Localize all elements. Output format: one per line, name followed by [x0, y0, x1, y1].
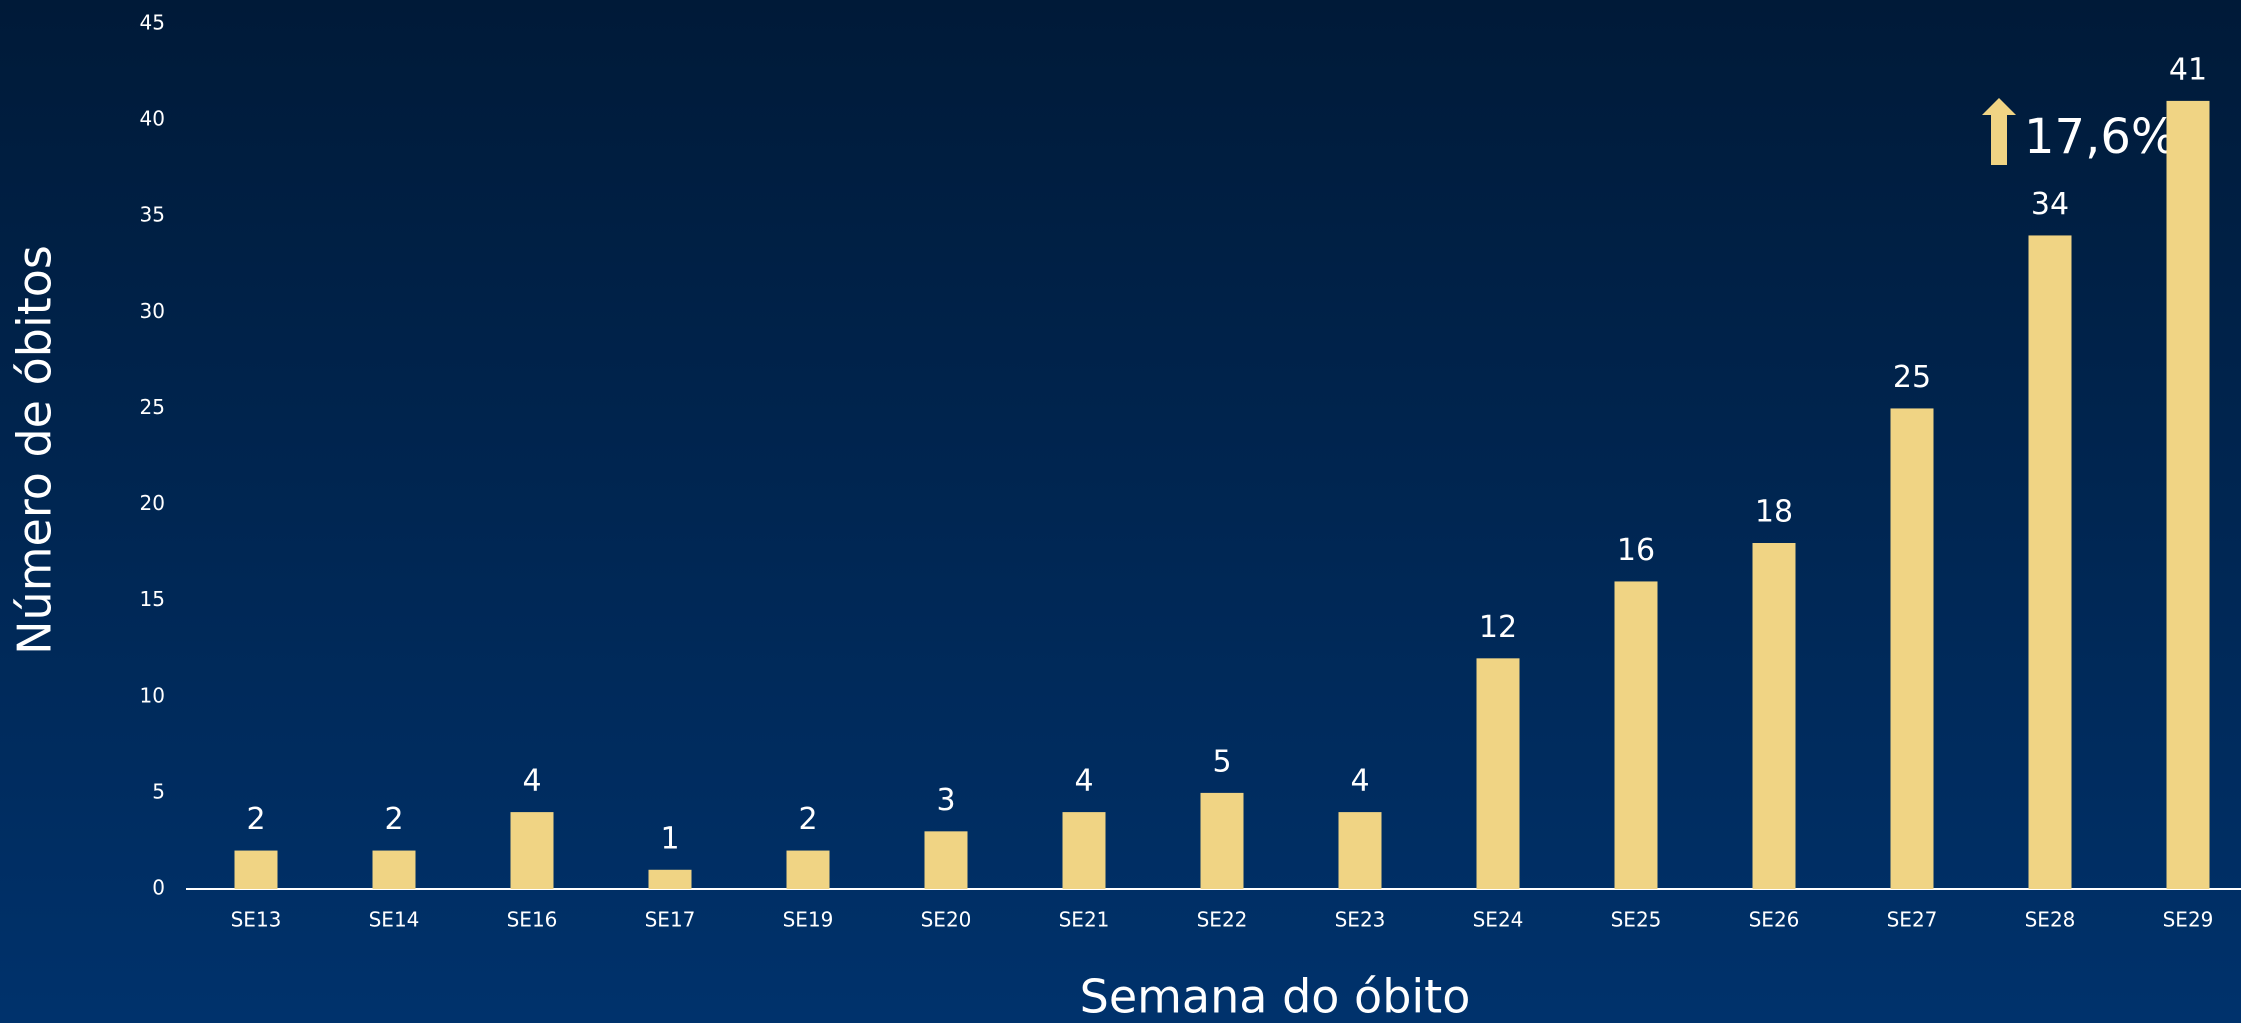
bar — [1338, 812, 1382, 889]
bar — [372, 850, 416, 889]
annotation: 17,6% — [2024, 109, 2176, 165]
x-tick-label: SE26 — [1749, 908, 1800, 932]
x-tick-label: SE17 — [645, 908, 696, 932]
x-tick-label: SE29 — [2163, 908, 2214, 932]
value-label: 1 — [660, 821, 679, 856]
value-label: 5 — [1212, 744, 1231, 779]
y-tick-label: 40 — [140, 107, 165, 131]
value-label: 34 — [2031, 187, 2069, 222]
bar — [1200, 792, 1244, 889]
bar — [924, 831, 968, 889]
x-tick-label: SE20 — [921, 908, 972, 932]
bar — [1752, 543, 1796, 889]
x-tick-label: SE23 — [1335, 908, 1386, 932]
y-tick-label: 5 — [152, 779, 165, 803]
value-label: 3 — [936, 783, 955, 818]
value-label: 2 — [384, 802, 403, 837]
x-tick-label: SE13 — [231, 908, 282, 932]
value-label: 4 — [1350, 764, 1369, 799]
x-tick-label: SE16 — [507, 908, 558, 932]
value-label: 41 — [2169, 52, 2207, 87]
bar — [1890, 408, 1934, 889]
value-label: 4 — [1074, 764, 1093, 799]
y-tick-label: 35 — [140, 203, 165, 227]
bar — [234, 850, 278, 889]
y-tick-label: 45 — [140, 11, 165, 35]
bar — [510, 812, 554, 889]
value-label: 25 — [1893, 360, 1931, 395]
y-tick-label: 25 — [140, 395, 165, 419]
x-tick-label: SE28 — [2025, 908, 2076, 932]
value-label: 2 — [798, 802, 817, 837]
y-tick-label: 0 — [152, 876, 165, 900]
bar — [1476, 658, 1520, 889]
x-axis-title: Semana do óbito — [1080, 970, 1471, 1023]
bar — [1062, 812, 1106, 889]
x-tick-label: SE14 — [369, 908, 420, 932]
up-arrow — [1982, 98, 2016, 165]
bar — [1614, 581, 1658, 889]
bar — [2028, 235, 2072, 889]
value-label: 4 — [522, 764, 541, 799]
x-tick-label: SE24 — [1473, 908, 1524, 932]
bar — [2166, 100, 2210, 889]
x-tick-label: SE22 — [1197, 908, 1248, 932]
y-axis-title: Número de óbitos — [8, 245, 62, 655]
x-tick-label: SE19 — [783, 908, 834, 932]
value-label: 2 — [246, 802, 265, 837]
y-tick-label: 20 — [140, 491, 165, 515]
value-label: 18 — [1755, 495, 1793, 530]
bar — [648, 869, 692, 889]
value-label: 12 — [1479, 610, 1517, 645]
y-tick-label: 15 — [140, 587, 165, 611]
y-tick-label: 10 — [140, 683, 165, 707]
x-tick-label: SE21 — [1059, 908, 1110, 932]
value-label: 16 — [1617, 533, 1655, 568]
bar — [786, 850, 830, 889]
x-tick-label: SE27 — [1887, 908, 1938, 932]
y-tick-label: 30 — [140, 299, 165, 323]
x-tick-label: SE25 — [1611, 908, 1662, 932]
